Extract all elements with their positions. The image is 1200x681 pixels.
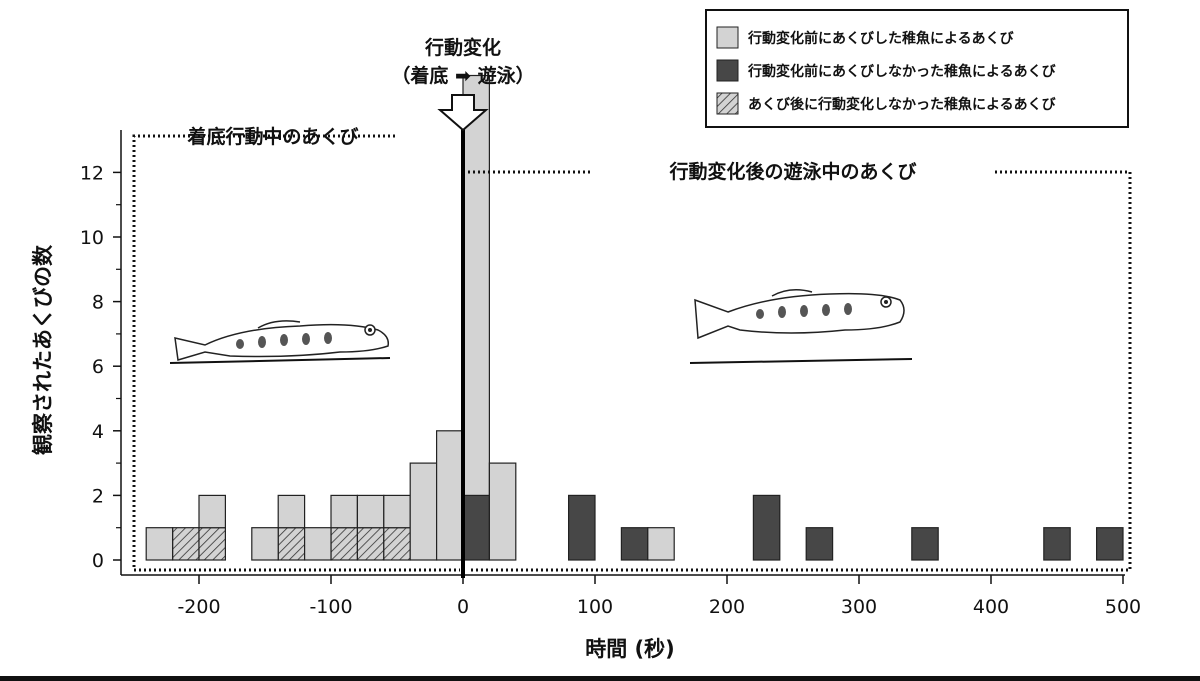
legend-label-series-3: あくび後に行動変化しなかった稚魚によるあくび <box>748 96 1057 113</box>
down-arrow-icon <box>437 94 489 132</box>
change-title: 行動変化 <box>424 36 501 59</box>
bar-series-1 <box>356 494 385 529</box>
legend-item: あくび後に行動変化しなかった稚魚によるあくび <box>716 92 1057 115</box>
x-tick-label: 500 <box>1105 596 1141 618</box>
bar-series-2 <box>805 527 834 561</box>
legend-label-series-1: 行動変化前にあくびした稚魚によるあくび <box>747 30 1015 47</box>
bar-series-1 <box>647 527 675 561</box>
bottom-rule <box>0 676 1200 681</box>
bar-series-2 <box>620 527 649 561</box>
x-tick-label: 400 <box>973 596 1009 618</box>
legend-swatch-series-1 <box>716 26 739 49</box>
bar-series-3 <box>277 527 306 561</box>
before-region-outline <box>132 134 460 572</box>
bar-group <box>145 74 1124 561</box>
x-tick-label: -200 <box>177 596 220 618</box>
x-axis-title: 時間 (秒) <box>585 637 675 661</box>
legend-item: 行動変化前にあくびした稚魚によるあくび <box>716 26 1015 49</box>
bar-series-1 <box>383 494 411 529</box>
bar-series-1 <box>198 494 226 529</box>
bar-series-2 <box>1043 527 1071 561</box>
y-tick-label: 6 <box>92 356 104 378</box>
axes: 0 2 4 6 8 10 12 -200 -100 0 100 200 300 400 500 <box>80 130 1141 618</box>
y-tick-label: 2 <box>92 485 104 507</box>
bar-series-1 <box>488 462 517 561</box>
x-tick-label: 300 <box>841 596 877 618</box>
bar-series-2 <box>1095 527 1124 561</box>
bar-series-2 <box>911 527 939 561</box>
y-tick-label: 8 <box>92 292 104 314</box>
legend-swatch-series-2 <box>716 59 739 82</box>
fish-swimming-icon <box>689 289 913 364</box>
legend-label-series-2: 行動変化前にあくびしなかった稚魚によるあくび <box>747 63 1057 80</box>
legend-item: 行動変化前にあくびしなかった稚魚によるあくび <box>716 59 1057 82</box>
bar-series-2 <box>752 494 781 561</box>
bar-series-1 <box>304 527 332 561</box>
bar-series-3 <box>330 527 358 561</box>
bar-series-3 <box>356 527 385 561</box>
x-tick-label: -100 <box>309 596 352 618</box>
bar-series-1 <box>145 527 174 561</box>
y-tick-label: 4 <box>92 421 104 443</box>
bar-series-1 <box>277 494 306 529</box>
bar-series-1 <box>409 462 438 561</box>
bar-series-3 <box>198 527 226 561</box>
bar-series-2 <box>567 494 596 561</box>
legend: 行動変化前にあくびした稚魚によるあくび 行動変化前にあくびしなかった稚魚によるあ… <box>705 9 1129 128</box>
bar-series-3 <box>383 527 411 561</box>
before-region-label: 着底行動中のあくび <box>187 125 358 148</box>
x-tick-label: 100 <box>577 596 613 618</box>
after-region-label: 行動変化後の遊泳中のあくび <box>668 160 916 183</box>
bar-series-1 <box>436 430 464 561</box>
x-tick-label: 200 <box>709 596 745 618</box>
bar-series-1 <box>462 74 490 496</box>
y-axis-title: 観察されたあくびの数 <box>31 244 55 455</box>
y-tick-label: 10 <box>80 227 104 249</box>
bar-series-2 <box>462 494 490 561</box>
fish-resting-icon <box>169 320 391 364</box>
bar-series-3 <box>172 527 200 561</box>
bar-series-1 <box>251 527 279 561</box>
y-tick-label: 0 <box>92 550 104 572</box>
legend-swatch-series-3 <box>716 92 739 115</box>
x-tick-label: 0 <box>457 596 469 618</box>
y-tick-label: 12 <box>80 162 104 184</box>
change-subtitle: （着底 ➡ 遊泳） <box>391 64 534 87</box>
after-region-outline <box>468 170 1132 572</box>
bar-series-1 <box>330 494 358 529</box>
